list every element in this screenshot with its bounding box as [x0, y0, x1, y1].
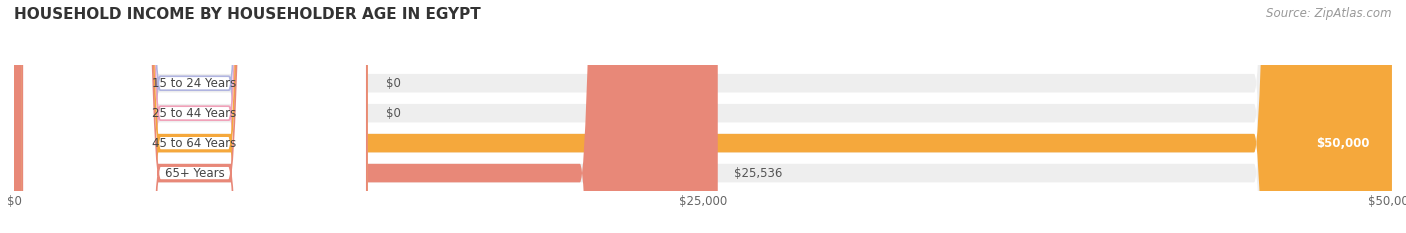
Text: 65+ Years: 65+ Years	[165, 167, 225, 180]
Text: Source: ZipAtlas.com: Source: ZipAtlas.com	[1267, 7, 1392, 20]
FancyBboxPatch shape	[14, 0, 1392, 233]
FancyBboxPatch shape	[14, 0, 718, 233]
FancyBboxPatch shape	[22, 0, 367, 233]
FancyBboxPatch shape	[14, 0, 1392, 233]
Text: $50,000: $50,000	[1316, 137, 1369, 150]
Text: 45 to 64 Years: 45 to 64 Years	[152, 137, 236, 150]
Text: HOUSEHOLD INCOME BY HOUSEHOLDER AGE IN EGYPT: HOUSEHOLD INCOME BY HOUSEHOLDER AGE IN E…	[14, 7, 481, 22]
Text: 15 to 24 Years: 15 to 24 Years	[152, 77, 236, 90]
FancyBboxPatch shape	[14, 0, 1392, 233]
Text: 25 to 44 Years: 25 to 44 Years	[152, 107, 236, 120]
Text: $0: $0	[387, 107, 401, 120]
Text: $25,536: $25,536	[734, 167, 783, 180]
FancyBboxPatch shape	[14, 0, 1392, 233]
FancyBboxPatch shape	[22, 0, 367, 233]
FancyBboxPatch shape	[22, 0, 367, 233]
Text: $0: $0	[387, 77, 401, 90]
FancyBboxPatch shape	[22, 0, 367, 233]
FancyBboxPatch shape	[14, 0, 1392, 233]
